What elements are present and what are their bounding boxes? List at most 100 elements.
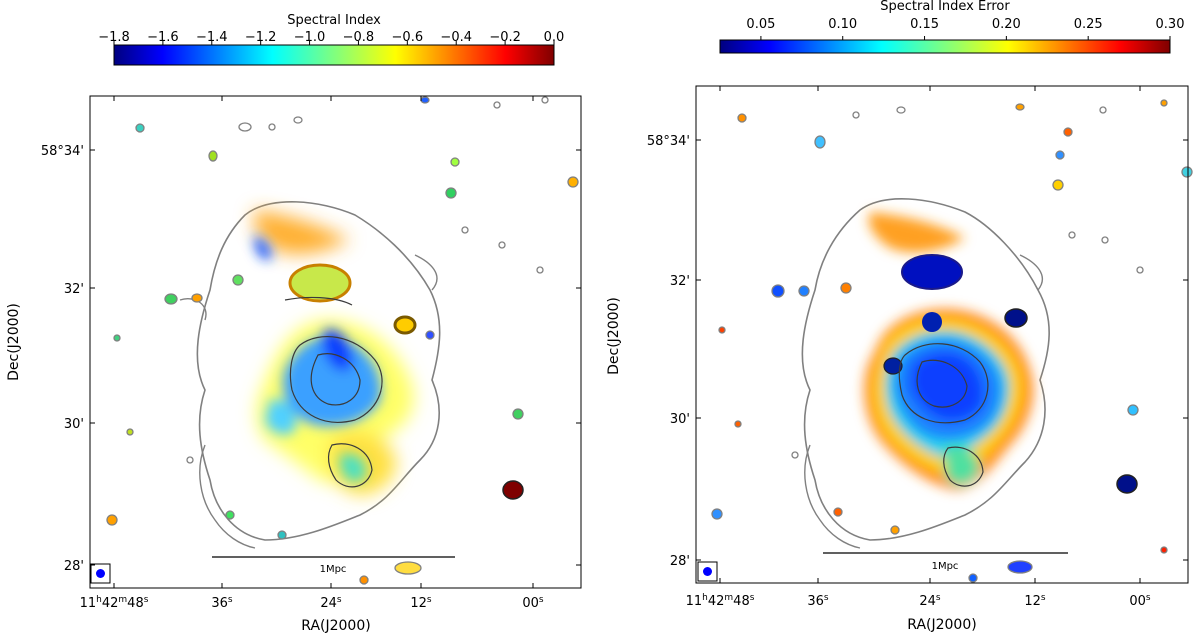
outer-contour [196,201,441,541]
dec-tick-label: 32' [670,274,690,289]
colorbar-tick-label: −1.4 [196,30,228,45]
point-source [238,122,252,132]
point-source [814,135,826,149]
point-source [737,113,747,123]
x-axis-label: RA(J2000) [301,618,370,634]
point-source [791,451,799,459]
dec-tick-label: 28' [670,554,690,569]
core-emission [254,235,381,482]
point-source [186,456,194,464]
point-source [268,123,276,131]
colorbar-tick-label: −0.4 [440,30,472,45]
point-source [1063,127,1073,137]
outer-contour [801,198,1050,541]
point-source [225,510,235,520]
point-source [1181,166,1193,178]
compact-source [883,357,903,375]
tick-marks [90,96,581,588]
point-source [833,507,843,517]
x-axis-label: RA(J2000) [907,617,976,633]
colorbar-tick-label: 0.30 [1156,17,1185,32]
point-source [293,116,303,124]
colorbar-spectral-index-error [719,39,1171,54]
point-source [1136,266,1144,274]
ra-tick-label: 36s [807,593,829,609]
point-source [232,274,244,286]
colorbar-tick-label: −1.6 [147,30,179,45]
outer-contour [804,254,1044,549]
point-source [1007,560,1033,574]
point-source [425,330,435,340]
y-axis-label: Dec(J2000) [6,303,22,381]
dec-tick-label: 30' [670,412,690,427]
point-source [106,514,118,526]
beam-icon [96,569,105,578]
point-sources [711,99,1193,583]
point-source [1052,179,1064,191]
point-source [890,525,900,535]
colorbar-tick-label: 0.0 [544,30,565,45]
colorbar-spectral-index [113,44,555,66]
colorbar-tick-label: −1.8 [98,30,130,45]
ra-tick-label: 36s [211,595,233,611]
spectral-index-map [106,96,579,585]
point-source [512,408,524,420]
point-source [567,176,579,188]
axes-frame [695,85,1189,584]
ra-tick-label: 24s [320,595,342,611]
point-source [164,293,178,305]
panel-spectral-index: Spectral Index −1.8 −1.6 −1.4 −1.2 −1.0 −0.8−… [6,13,582,634]
colorbar-tick-label: −0.6 [392,30,424,45]
point-source [968,573,978,583]
colorbar-tick-label: 0.05 [746,17,775,32]
colorbar-tick-label: −0.8 [343,30,375,45]
ra-tick-label: 11h42m48s [80,595,149,611]
point-source [771,284,785,298]
dec-tick-label: 28' [64,559,84,574]
colorbar-label: Spectral Index [287,13,381,28]
colorbar-tick-label: 0.15 [910,17,939,32]
panel-spectral-index-error: Spectral Index Error 0.05 0.10 0.15 0.20 0.2… [606,0,1193,633]
dec-tick-label: 30' [64,417,84,432]
colorbar-ticks: −1.8 −1.6 −1.4 −1.2 −1.0 −0.8 −0.6 −0.4 −0.2 0.0 [98,30,564,45]
point-source [541,96,549,104]
ra-tick-label: 12s [410,595,432,611]
point-source [1127,404,1139,416]
point-source [450,157,460,167]
point-source [1160,546,1168,554]
ra-tick-label: 12s [1024,593,1046,609]
compact-source [393,315,417,335]
point-sources [106,96,579,585]
point-source [1068,231,1076,239]
ra-tick-label: 24s [919,593,941,609]
point-source [461,226,469,234]
compact-source [1116,474,1138,494]
point-source [536,266,544,274]
point-source [126,428,134,436]
point-source [798,285,810,297]
axes-frame [89,95,582,589]
point-source [277,530,287,540]
ra-tick-label: 00s [1129,593,1151,609]
dec-tick-label: 58°34' [647,134,690,149]
spectral-index-error-map [711,99,1193,583]
point-source [359,575,369,585]
point-source [1015,103,1025,111]
point-source [896,106,906,114]
scalebar-label: 1Mpc [932,561,959,572]
compact-source [901,254,963,290]
dec-tick-label: 58°34' [41,144,84,159]
point-source [1099,106,1107,114]
point-source [191,293,203,303]
y-axis-label: Dec(J2000) [606,297,622,375]
point-source [1160,99,1168,107]
colorbar-tick-label: −1.2 [245,30,277,45]
point-source [840,282,852,294]
point-source [711,508,723,520]
point-source [493,101,501,109]
ra-tick-label: 11h42m48s [686,593,755,609]
colorbar-tick-label: 0.10 [828,17,857,32]
point-source [718,326,726,334]
point-source [498,241,506,249]
outer-contour [179,254,438,549]
